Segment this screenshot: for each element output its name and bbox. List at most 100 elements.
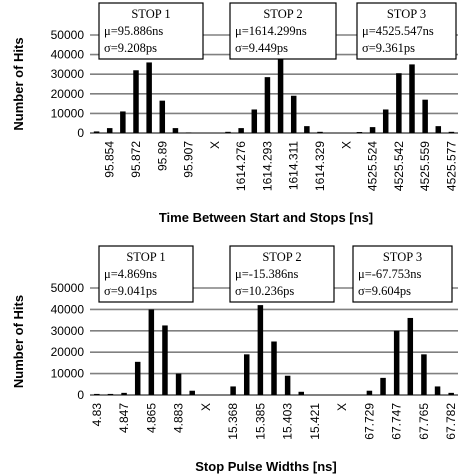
bar [317, 131, 323, 133]
stat-box-frame [229, 2, 337, 60]
stat-box: STOP 2 μ=-15.386ns σ=10.236ps [229, 245, 335, 303]
bar [243, 354, 250, 395]
bar [407, 317, 414, 395]
stat-box-line: μ=-67.753ns [358, 267, 422, 281]
stat-box-title: STOP 1 [131, 7, 170, 21]
x-tick-label: 1614.276 [234, 141, 248, 191]
bar [133, 70, 139, 133]
bar [366, 390, 373, 395]
bar [264, 77, 271, 133]
stat-box-line: σ=9.208ps [104, 41, 157, 55]
bar [422, 99, 428, 133]
stat-box-line: μ=4.869ns [104, 267, 157, 281]
x-tick-label: 67.729 [362, 403, 376, 440]
y-tick-label: 10000 [51, 106, 85, 120]
y-tick-label: 0 [77, 126, 84, 140]
x-tick-label: 95.854 [103, 141, 117, 178]
bar [284, 375, 291, 395]
x-tick-label: 67.747 [390, 403, 404, 440]
bar [189, 390, 195, 395]
x-tick-label: 4525.577 [444, 141, 458, 191]
bar [435, 126, 442, 133]
y-tick-label: 50000 [51, 281, 85, 295]
stat-box-title: STOP 3 [387, 7, 426, 21]
y-tick-label: 10000 [51, 367, 85, 381]
x-tick-label: 4.865 [144, 403, 158, 433]
stat-box: STOP 3 μ=4525.547ns σ=9.361ps [356, 2, 457, 60]
bar [448, 131, 455, 133]
stat-box-line: μ=95.886ns [104, 24, 163, 38]
bar [304, 126, 310, 133]
stat-box-line: σ=9.604ps [358, 284, 411, 298]
bar [175, 373, 182, 395]
bar [382, 109, 389, 133]
bar [93, 131, 100, 133]
x-tick-label: 4525.559 [418, 141, 432, 191]
bar [134, 361, 141, 395]
x-axis-title: Stop Pulse Widths [ns] [195, 459, 336, 474]
y-tick-label: 20000 [51, 87, 85, 101]
chart-1: 0 10000 20000 30000 40000 50000 95.854 95.872 95… [11, 2, 458, 225]
bar [271, 341, 277, 395]
bar [396, 73, 402, 133]
x-tick-label: 4.83 [90, 403, 104, 427]
y-tick-label: 40000 [51, 302, 85, 316]
x-tick-label: 4.847 [117, 403, 131, 433]
bar [421, 354, 427, 395]
x-tick-label: X [335, 403, 349, 411]
x-tick-label: X [199, 403, 213, 411]
stat-box-frame [229, 245, 335, 303]
bar [393, 330, 400, 395]
bar [121, 392, 127, 395]
bar [148, 309, 155, 395]
bar [94, 393, 100, 395]
bar [277, 57, 284, 133]
y-tick-label: 0 [77, 388, 84, 402]
bar [238, 128, 244, 133]
y-tick-label: 20000 [51, 345, 85, 359]
stat-box-line: σ=10.236ps [235, 284, 294, 298]
bar [120, 111, 126, 133]
y-tick-label: 50000 [51, 28, 85, 42]
x-tick-label: 95.907 [182, 141, 196, 178]
x-tick-label: 4525.524 [366, 141, 380, 191]
stat-box-line: μ=4525.547ns [362, 24, 434, 38]
bar [162, 325, 168, 395]
bar [448, 392, 454, 395]
x-tick-label: 1614.293 [260, 141, 274, 191]
bar [172, 128, 179, 133]
x-axis-title: Time Between Start and Stops [ns] [159, 210, 373, 225]
stat-box-frame [356, 2, 457, 60]
bar [434, 386, 441, 395]
x-tick-label: X [208, 141, 222, 149]
stat-box-title: STOP 1 [126, 250, 165, 264]
x-tick-label: 1614.311 [287, 141, 301, 190]
x-tick-label: 15.403 [281, 403, 295, 440]
x-tick-label: X [339, 141, 353, 149]
x-tick-label: 15.368 [226, 403, 240, 440]
x-tick-label: 95.872 [129, 141, 143, 178]
bar [230, 386, 236, 395]
bar [290, 95, 297, 133]
bar [356, 132, 363, 133]
bar [251, 109, 258, 133]
y-tick-label: 30000 [51, 324, 85, 338]
stat-box-line: σ=9.361ps [362, 41, 415, 55]
stat-box: STOP 1 μ=95.886ns σ=9.208ps [98, 2, 204, 60]
stat-box-title: STOP 2 [263, 7, 302, 21]
x-tick-label: 4525.542 [392, 141, 406, 191]
bar [409, 64, 415, 133]
bar [225, 131, 231, 133]
bar [257, 305, 264, 395]
x-tick-label: 15.421 [308, 403, 322, 440]
stat-box-frame [98, 245, 194, 303]
stat-box-line: μ=-15.386ns [235, 267, 299, 281]
x-tick-label: 67.765 [417, 403, 431, 440]
stat-box-title: STOP 2 [262, 250, 301, 264]
x-tick-label: 4.883 [172, 403, 186, 433]
bar [107, 393, 114, 395]
bar [298, 391, 305, 395]
y-axis-title: Number of Hits [11, 295, 26, 388]
bar [185, 132, 192, 133]
